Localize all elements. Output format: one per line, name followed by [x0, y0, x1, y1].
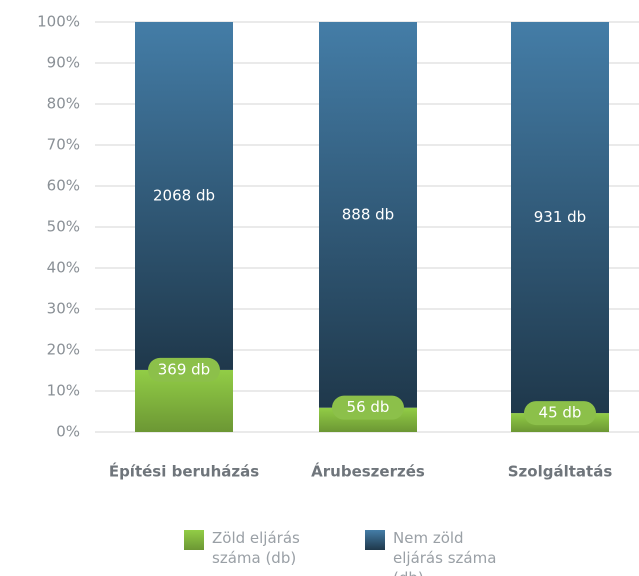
y-tick-label: 0% [56, 423, 80, 441]
label-pill [524, 401, 596, 426]
y-tick-label: 80% [47, 95, 80, 113]
data-label: 2068 db [153, 186, 215, 204]
legend-item: Nem zöld eljárás száma (db) [365, 528, 513, 576]
legend-swatch [184, 530, 204, 550]
data-label: 888 db [342, 205, 394, 223]
y-tick-label: 10% [47, 382, 80, 400]
data-label: 56 db [347, 398, 390, 416]
x-tick-label: Árubeszerzés [311, 462, 425, 481]
label-pill [332, 395, 404, 420]
legend-label: Nem zöld eljárás száma (db) [393, 529, 497, 576]
chart: 0% 10% 20% 30% 40% 50% 60% 70% 80% 90% 100% 369 db 2… [37, 13, 639, 481]
bar-segment [319, 22, 417, 408]
legend-item: Zöld eljárás száma (db) [184, 528, 332, 568]
data-label: 931 db [534, 208, 586, 226]
y-tick-label: 40% [47, 259, 80, 277]
data-label: 45 db [539, 404, 582, 422]
bar-segment [135, 22, 233, 370]
bar-segment [511, 22, 609, 414]
legend-swatch [365, 530, 385, 550]
y-tick-label: 30% [47, 300, 80, 318]
legend-label: Zöld eljárás száma (db) [212, 529, 300, 567]
y-tick-label: 60% [47, 177, 80, 195]
x-tick-label: Szolgáltatás [508, 463, 613, 481]
y-tick-label: 20% [47, 341, 80, 359]
y-tick-label: 70% [47, 136, 80, 154]
y-tick-label: 50% [47, 218, 80, 236]
y-tick-label: 100% [37, 13, 80, 31]
data-label: 369 db [158, 360, 210, 378]
x-tick-label: Építési beruházás [109, 462, 259, 481]
y-tick-label: 90% [47, 54, 80, 72]
label-pill [148, 357, 220, 382]
